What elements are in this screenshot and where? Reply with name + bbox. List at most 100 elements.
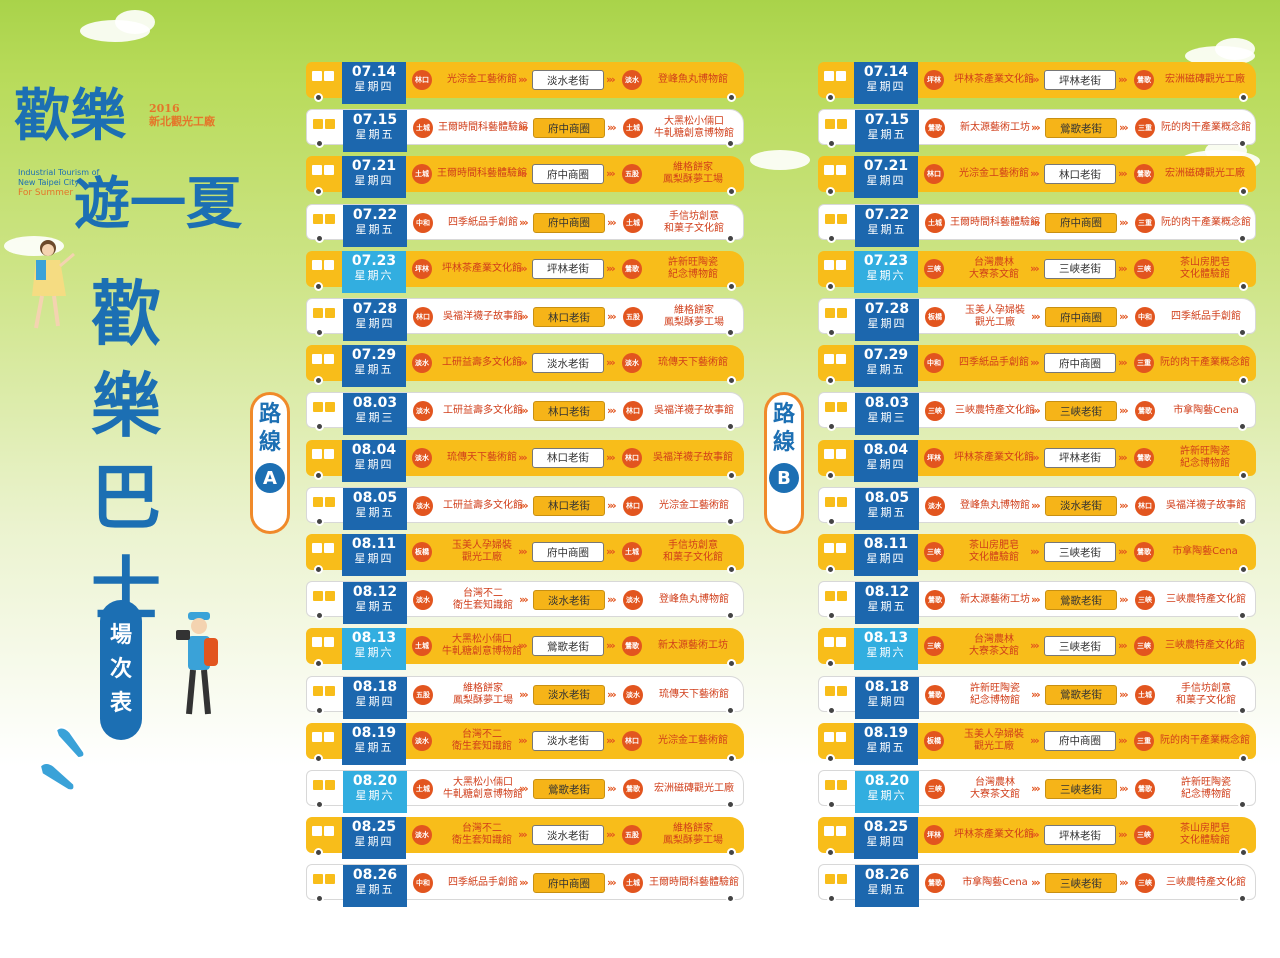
bus-wheel [1238,233,1247,243]
bus-row[interactable]: 07.28 星期四 林口 吳福洋襪子故事館 林口老街 ››› ››› 五股 維格餅家 鳳梨酥夢工場 [306,298,744,341]
bus-wheel [1239,470,1248,480]
bus-window [824,637,834,648]
bus-row[interactable]: 07.22 星期五 中和 四季紙品手創館 府中商圈 ››› ››› 土城 手信坊創意 和菓子文化館 [306,203,744,247]
date-text: 07.21 [351,158,397,175]
bus-row[interactable]: 07.14 星期四 林口 光淙金工藝術館 淡水老街 ››› ››› 淡水 登峰魚丸博物館 [306,62,744,104]
date-text: 07.14 [863,64,909,80]
date-badge: 08.13 星期六 [342,628,406,671]
arrow-icon: ››› [1118,261,1128,275]
date-badge: 08.04 星期四 [854,439,918,482]
bus-row[interactable]: 08.20 星期六 土城 大黑松小倆口 牛軋糖創意博物館 鶯歌老街 ››› ››› 鶯歌 宏洲磁磚… [306,770,744,813]
district-badge: 三峽 [1135,873,1155,894]
bus-row[interactable]: 08.13 星期六 三峽 台灣農林 大寮茶文館 三峽老街 ››› ››› 三峽 三峽農特產文化館 [818,628,1256,671]
bus-row[interactable]: 07.15 星期五 土城 王爾時間科藝體驗館 府中商圈 ››› ››› 土城 大黑松小倆口 牛軋糖… [306,109,744,153]
bus-row[interactable]: 07.21 星期四 林口 光淙金工藝術館 林口老街 ››› ››› 鶯歌 宏洲磁磚觀光工廠 [818,156,1256,199]
arrow-icon: ››› [606,356,616,370]
bus-row[interactable]: 08.25 星期四 淡水 台灣不二 衛生套知識館 淡水老街 ››› ››› 五股 維格餅家 鳳梨酥夢… [306,817,744,860]
bus-row[interactable]: 08.11 星期四 板橋 玉美人孕婦裝 觀光工廠 府中商圈 ››› ››› 土城 手信坊創意 和菓子… [306,534,744,576]
bus-wheel [315,139,324,149]
bus-window [324,731,334,742]
weekday-text: 星期五 [867,600,907,614]
weekday-text: 星期五 [867,505,907,519]
cloud [1215,38,1255,60]
bus-row[interactable]: 07.23 星期六 坪林 坪林茶產業文化館 坪林老街 ››› ››› 鶯歌 許新旺陶瓷 紀念博物館 [306,250,744,293]
bus-row[interactable]: 07.22 星期五 土城 王爾時間科藝體驗館 府中商圈 ››› ››› 三重 阮的肉干產業概念館 [818,203,1256,247]
bus-window [836,637,846,648]
date-text: 08.05 [352,489,398,506]
weekday-text: 星期六 [867,789,907,802]
bus-window [837,591,847,602]
bus-wheel [314,470,323,480]
weekday-text: 星期四 [866,457,906,471]
weekday-text: 星期四 [354,457,394,471]
arrow-icon: ››› [1119,121,1129,135]
bus-wheel [315,422,324,432]
arrow-icon: ››› [519,404,529,418]
date-badge: 08.18 星期四 [855,676,919,719]
origin-station: 王爾時間科藝體驗館 [950,216,1040,228]
bus-row[interactable]: 08.18 星期四 鶯歌 許新旺陶瓷 紀念博物館 鶯歌老街 ››› ››› 土城 手信坊創意 和菓子… [818,675,1256,719]
bus-row[interactable]: 08.11 星期四 三峽 茶山房肥皂 文化體驗館 三峽老街 ››› ››› 鶯歌 市拿陶藝Cena [818,534,1256,576]
arrow-icon: ››› [607,876,617,890]
weekday-text: 星期四 [354,80,394,93]
bus-wheel [826,93,835,102]
bus-window [837,685,847,696]
bus-row[interactable]: 08.13 星期六 土城 大黑松小倆口 牛軋糖創意博物館 鶯歌老街 ››› ››› 鶯歌 新太源藝… [306,628,744,671]
bus-row[interactable]: 08.05 星期五 淡水 工研益壽多文化館 林口老街 ››› ››› 林口 光淙金工藝術館 [306,486,744,530]
date-badge: 07.14 星期四 [342,62,406,104]
arrow-icon: ››› [1030,450,1040,464]
bus-row[interactable]: 08.12 星期五 鶯歌 新太源藝術工坊 鶯歌老街 ››› ››› 三峽 三峽農特產文化館 [818,581,1256,625]
weekday-text: 星期五 [866,363,906,377]
bus-row[interactable]: 07.15 星期五 鶯歌 新太源藝術工坊 鶯歌老街 ››› ››› 三重 阮的肉干產業概念館 [818,109,1256,153]
origin-station: 光淙金工藝術館 [959,168,1029,180]
district-badge: 板橋 [924,730,944,751]
stopover-label: 淡水老街 [532,70,604,90]
bus-row[interactable]: 07.28 星期四 板橋 玉美人孕婦裝 觀光工廠 府中商圈 ››› ››› 中和 四季紙品手創館 [818,298,1256,341]
schedule-char: 場 [109,623,132,648]
stopover-label: 淡水老街 [532,825,604,846]
stopover-label: 三峽老街 [1045,401,1117,422]
destination-station: 王爾時間科藝體驗館 [649,877,739,889]
bus-row[interactable]: 08.20 星期六 三峽 台灣農林 大寮茶文館 三峽老街 ››› ››› 鶯歌 許新旺陶瓷 紀念博物… [818,770,1256,813]
bus-wheel [315,894,324,904]
date-badge: 07.23 星期六 [342,250,406,293]
bus-row[interactable]: 07.21 星期四 土城 王爾時間科藝體驗館 府中商圈 ››› ››› 五股 維格餅家 鳳梨酥夢工… [306,156,744,199]
bus-row[interactable]: 08.03 星期三 三峽 三峽農特產文化館 三峽老街 ››› ››› 鶯歌 市拿陶藝Cena [818,392,1256,436]
date-text: 07.15 [864,112,910,129]
bus-row[interactable]: 08.19 星期五 淡水 台灣不二 衛生套知識館 淡水老街 ››› ››› 林口 光淙金工藝術館 [306,722,744,765]
arrow-icon: ››› [518,733,528,747]
bus-wheel [727,470,736,480]
bus-row[interactable]: 08.18 星期四 五股 維格餅家 鳳梨酥夢工場 淡水老街 ››› ››› 淡水 琉傳天下藝術館 [306,675,744,719]
bus-window [825,119,835,130]
bus-window [325,402,335,413]
district-badge: 林口 [413,307,433,327]
arrow-icon: ››› [518,73,528,86]
bus-row[interactable]: 08.05 星期五 淡水 登峰魚丸博物館 淡水老街 ››› ››› 林口 吳福洋襪子故事館 [818,486,1256,530]
district-badge: 土城 [413,779,433,799]
date-text: 07.23 [863,252,909,269]
bus-row[interactable]: 08.04 星期四 坪林 坪林茶產業文化館 坪林老街 ››› ››› 鶯歌 許新旺陶瓷 紀念博物館 [818,439,1256,482]
bus-row[interactable]: 08.12 星期五 淡水 台灣不二 衛生套知識館 淡水老街 ››› ››› 淡水 登峰魚丸博物館 [306,581,744,625]
bus-window [825,874,835,885]
arrow-icon: ››› [1119,404,1129,418]
arrow-icon: ››› [519,782,529,795]
bus-row[interactable]: 08.04 星期四 淡水 琉傳天下藝術館 林口老街 ››› ››› 林口 吳福洋襪子故事館 [306,439,744,482]
bus-row[interactable]: 07.29 星期五 淡水 工研益壽多文化館 淡水老街 ››› ››› 淡水 琉傳天下藝術館 [306,345,744,388]
bus-row[interactable]: 08.19 星期五 板橋 玉美人孕婦裝 觀光工廠 府中商圈 ››› ››› 三重 阮的肉干產業概念… [818,722,1256,765]
bus-row[interactable]: 07.23 星期六 三峽 台灣農林 大寮茶文館 三峽老街 ››› ››› 三峽 茶山房肥皂 文化體驗… [818,250,1256,293]
bus-row[interactable]: 08.26 星期五 鶯歌 市拿陶藝Cena 三峽老街 ››› ››› 三峽 三峽農特產文化館 [818,864,1256,908]
weekday-text: 星期五 [354,363,394,377]
district-badge: 淡水 [623,590,643,611]
district-badge: 鶯歌 [925,590,945,611]
bus-wheel [727,659,736,669]
bus-row[interactable]: 08.26 星期五 中和 四季紙品手創館 府中商圈 ››› ››› 土城 王爾時間科藝體驗館 [306,864,744,908]
bus-row[interactable]: 08.03 星期三 淡水 工研益壽多文化館 林口老街 ››› ››› 林口 吳福洋襪子故事館 [306,392,744,436]
bus-row[interactable]: 08.25 星期四 坪林 坪林茶產業文化館 坪林老街 ››› ››› 三峽 茶山房肥皂 文化體驗館 [818,817,1256,860]
district-badge: 中和 [1135,307,1155,327]
arrow-icon: ››› [519,687,529,701]
destination-station: 許新旺陶瓷 紀念博物館 [1180,445,1230,469]
bus-row[interactable]: 07.29 星期五 中和 四季紙品手創館 府中商圈 ››› ››› 三重 阮的肉干產業概念館 [818,345,1256,388]
weekday-text: 星期四 [354,552,394,565]
bus-row[interactable]: 07.14 星期四 坪林 坪林茶產業文化館 坪林老街 ››› ››› 鶯歌 宏洲磁磚觀光工廠 [818,62,1256,104]
date-text: 08.18 [864,678,910,695]
